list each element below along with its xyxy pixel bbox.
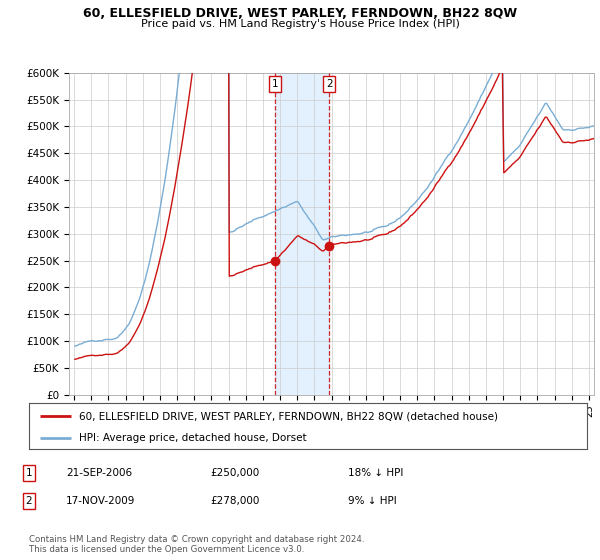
Text: HPI: Average price, detached house, Dorset: HPI: Average price, detached house, Dors… bbox=[79, 433, 307, 442]
Text: 18% ↓ HPI: 18% ↓ HPI bbox=[348, 468, 403, 478]
Text: Price paid vs. HM Land Registry's House Price Index (HPI): Price paid vs. HM Land Registry's House … bbox=[140, 19, 460, 29]
Text: £278,000: £278,000 bbox=[210, 496, 259, 506]
Text: 1: 1 bbox=[272, 79, 278, 89]
Text: 60, ELLESFIELD DRIVE, WEST PARLEY, FERNDOWN, BH22 8QW (detached house): 60, ELLESFIELD DRIVE, WEST PARLEY, FERND… bbox=[79, 411, 498, 421]
Text: £250,000: £250,000 bbox=[210, 468, 259, 478]
Text: 1: 1 bbox=[25, 468, 32, 478]
Text: 2: 2 bbox=[25, 496, 32, 506]
Text: 21-SEP-2006: 21-SEP-2006 bbox=[66, 468, 132, 478]
Text: 60, ELLESFIELD DRIVE, WEST PARLEY, FERNDOWN, BH22 8QW: 60, ELLESFIELD DRIVE, WEST PARLEY, FERND… bbox=[83, 7, 517, 20]
Text: 9% ↓ HPI: 9% ↓ HPI bbox=[348, 496, 397, 506]
Bar bbox=[275, 73, 329, 395]
Text: 2: 2 bbox=[326, 79, 332, 89]
Text: Contains HM Land Registry data © Crown copyright and database right 2024.
This d: Contains HM Land Registry data © Crown c… bbox=[29, 535, 364, 554]
Text: 17-NOV-2009: 17-NOV-2009 bbox=[66, 496, 136, 506]
